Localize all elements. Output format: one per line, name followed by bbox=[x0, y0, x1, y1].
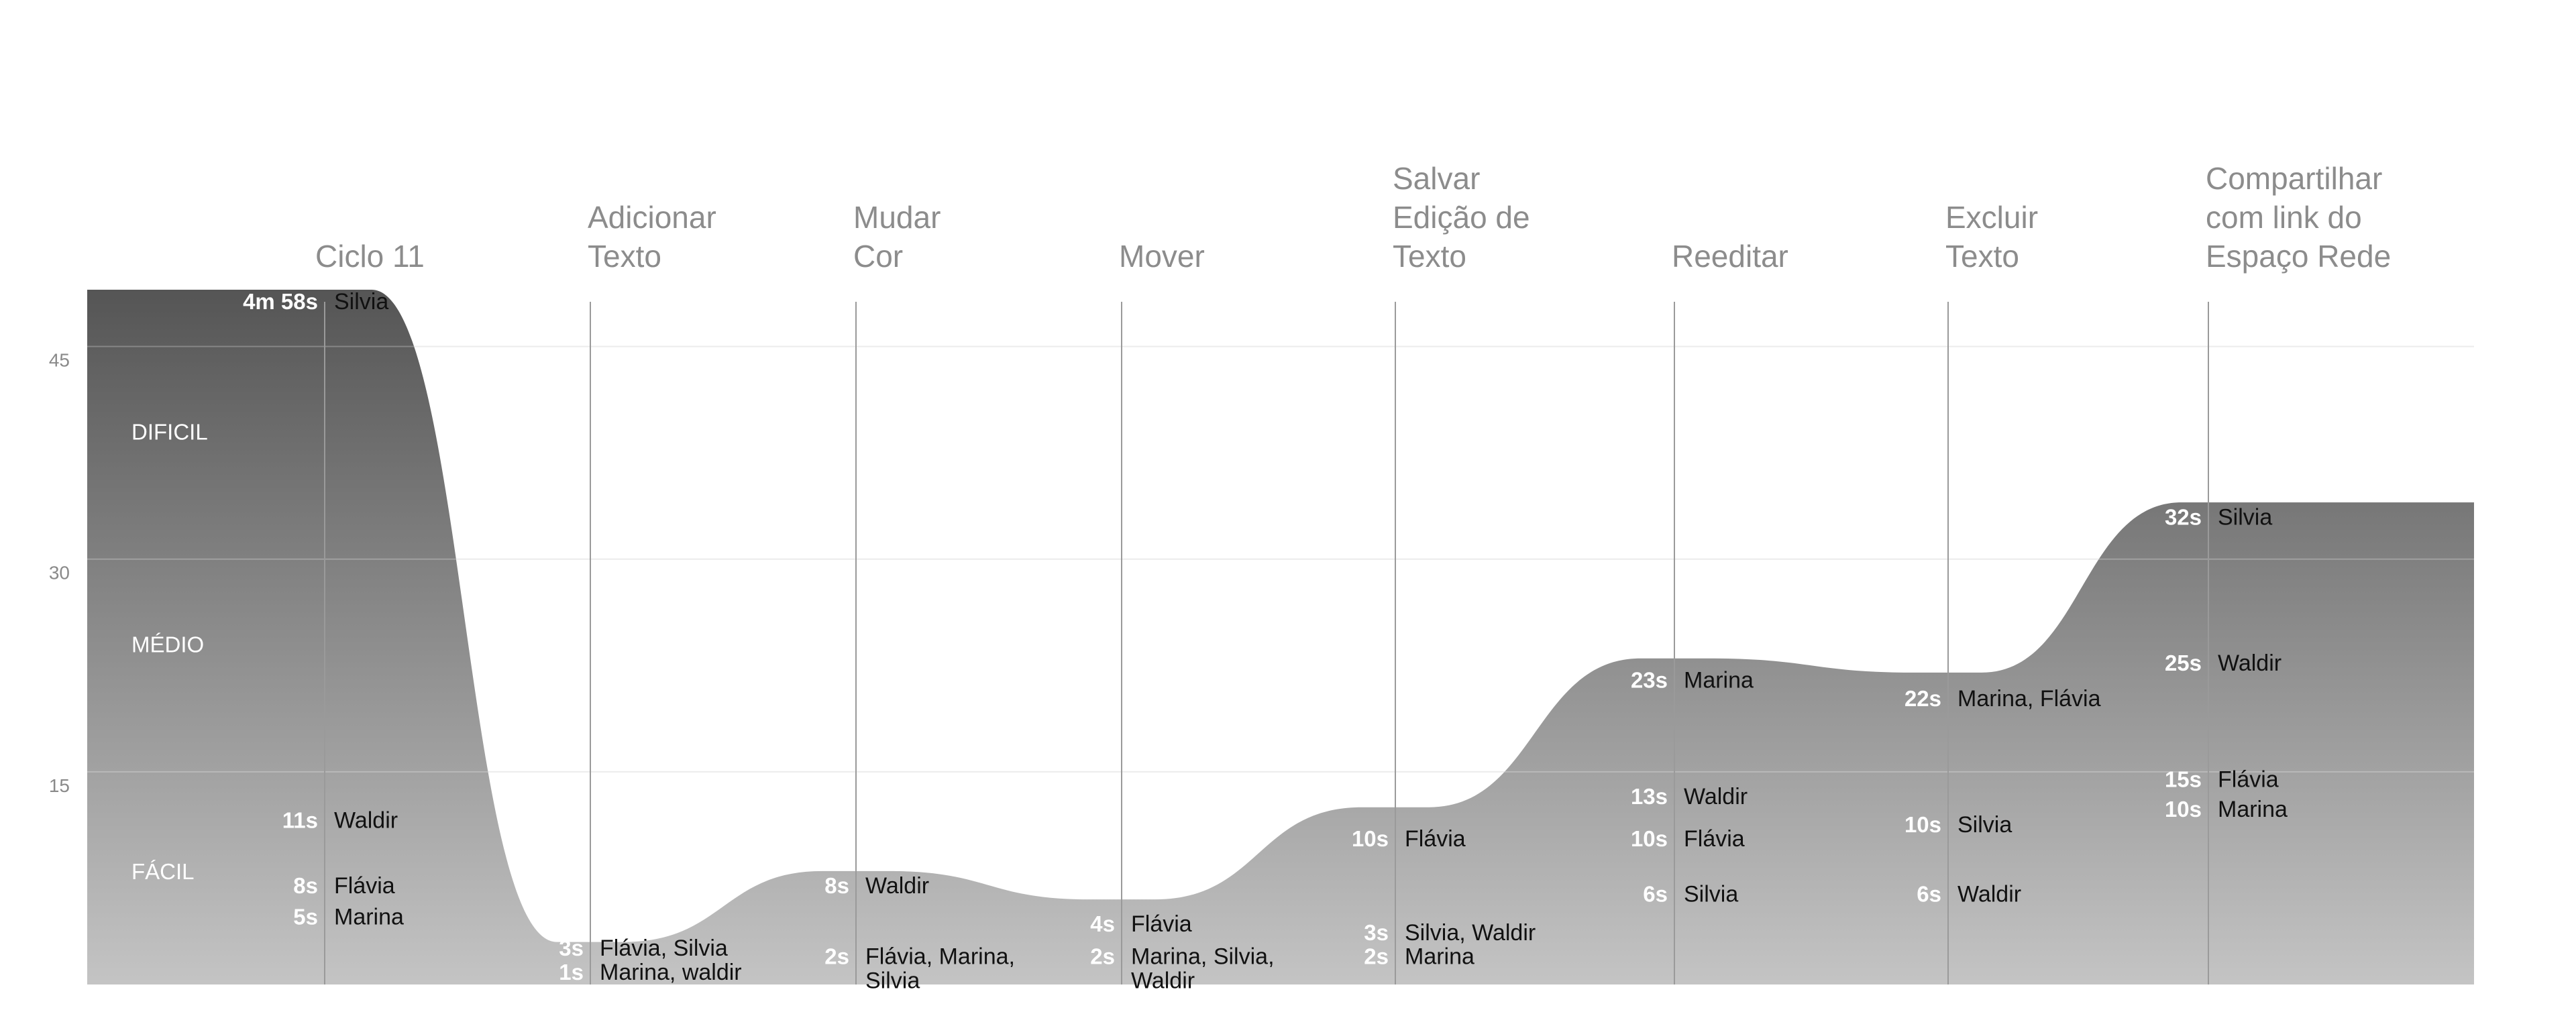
time-label: 2s bbox=[1090, 944, 1115, 969]
stage-title: Adicionar bbox=[588, 200, 716, 235]
stage-title: Reeditar bbox=[1672, 239, 1788, 274]
time-label: 10s bbox=[1352, 826, 1389, 851]
participant-label: Waldir bbox=[1684, 784, 1748, 809]
time-label: 22s bbox=[1904, 686, 1941, 711]
participant-label: Silvia bbox=[334, 289, 388, 315]
participant-label: Flávia bbox=[2218, 767, 2279, 792]
participant-label: Waldir bbox=[865, 873, 929, 899]
stage-title: com link do bbox=[2206, 200, 2362, 235]
band-label: MÉDIO bbox=[131, 632, 204, 657]
time-label: 10s bbox=[2165, 797, 2202, 822]
participant-label: Flávia bbox=[1405, 826, 1466, 852]
participant-label: Marina, Silvia, bbox=[1131, 944, 1275, 970]
participant-label: Flávia bbox=[1131, 911, 1192, 937]
participant-label: Marina bbox=[1684, 667, 1754, 693]
time-label: 3s bbox=[1364, 920, 1389, 945]
stage-title: Ciclo 11 bbox=[315, 239, 425, 274]
stage-title: Mudar bbox=[853, 200, 941, 235]
stage-title: Salvar bbox=[1393, 161, 1480, 196]
participant-label: Silvia bbox=[1957, 812, 2012, 838]
time-label: 5s bbox=[293, 905, 318, 929]
time-label: 8s bbox=[824, 873, 849, 898]
participant-label: Silvia bbox=[1684, 882, 1738, 907]
time-label: 13s bbox=[1631, 784, 1668, 809]
time-label: 2s bbox=[824, 944, 849, 969]
time-label: 3s bbox=[559, 936, 584, 960]
stage-title: Espaço Rede bbox=[2206, 239, 2391, 274]
time-label: 4m 58s bbox=[243, 289, 318, 314]
stage-title: Edição de bbox=[1393, 200, 1530, 235]
participant-label: Waldir bbox=[334, 808, 398, 834]
participant-label: Flávia bbox=[1684, 826, 1745, 852]
participant-label: Flávia, Silvia bbox=[600, 936, 728, 961]
participant-label: Silvia bbox=[2218, 504, 2272, 530]
stage-title: Mover bbox=[1119, 239, 1205, 274]
participant-label: Waldir bbox=[2218, 651, 2282, 676]
participant-label: Waldir bbox=[1131, 968, 1195, 994]
time-label: 2s bbox=[1364, 944, 1389, 969]
time-label: 1s bbox=[559, 960, 584, 984]
area-curve bbox=[87, 290, 2474, 984]
participant-label: Flávia, Marina, bbox=[865, 944, 1015, 970]
time-label: 23s bbox=[1631, 667, 1668, 692]
time-label: 8s bbox=[293, 873, 318, 898]
stage-title: Texto bbox=[588, 239, 661, 274]
participant-label: Silvia, Waldir bbox=[1405, 920, 1536, 946]
time-label: 10s bbox=[1904, 812, 1941, 837]
time-label: 25s bbox=[2165, 651, 2202, 675]
y-tick-label: 30 bbox=[49, 563, 70, 583]
stage-title: Compartilhar bbox=[2206, 161, 2382, 196]
participant-label: Marina bbox=[1405, 944, 1474, 970]
stage-title: Cor bbox=[853, 239, 903, 274]
time-label: 6s bbox=[1917, 882, 1941, 907]
participant-label: Marina, Flávia bbox=[1957, 686, 2101, 712]
band-label: FÁCIL bbox=[131, 859, 195, 884]
stage-title: Excluir bbox=[1945, 200, 2038, 235]
stage-title: Texto bbox=[1945, 239, 2019, 274]
participant-label: Silvia bbox=[865, 968, 920, 994]
band-label: DIFICIL bbox=[131, 419, 208, 444]
participant-label: Flávia bbox=[334, 873, 395, 899]
time-label: 4s bbox=[1090, 911, 1115, 936]
time-label: 11s bbox=[282, 808, 318, 833]
time-label: 6s bbox=[1643, 882, 1668, 907]
stage-title: Texto bbox=[1393, 239, 1466, 274]
participant-label: Waldir bbox=[1957, 882, 2021, 907]
time-label: 10s bbox=[1631, 826, 1668, 851]
participant-label: Marina bbox=[2218, 797, 2288, 822]
participant-label: Marina, waldir bbox=[600, 960, 742, 985]
time-label: 15s bbox=[2165, 767, 2202, 791]
time-label: 32s bbox=[2165, 504, 2202, 529]
y-tick-label: 45 bbox=[49, 350, 70, 371]
participant-label: Marina bbox=[334, 905, 404, 930]
y-tick-label: 15 bbox=[49, 775, 70, 796]
